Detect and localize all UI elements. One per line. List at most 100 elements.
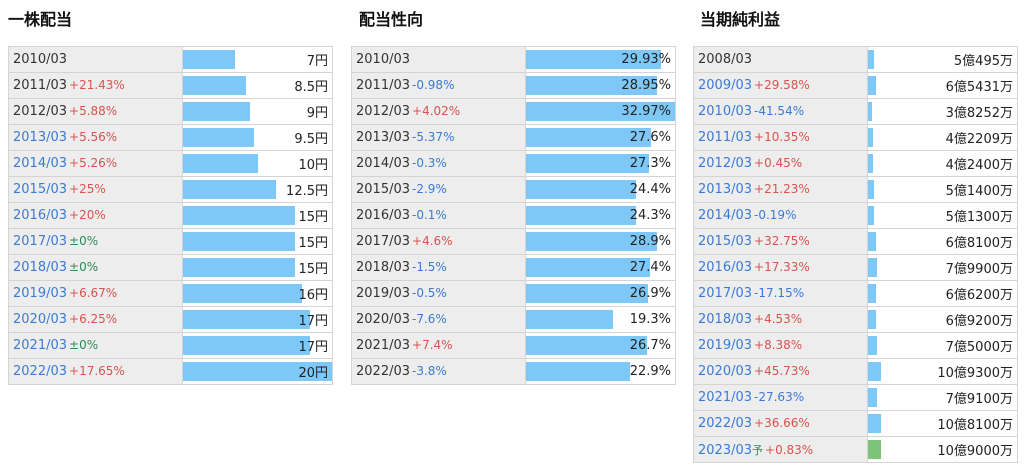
year-label: 2022/03 [356, 364, 411, 379]
value-bar [183, 128, 254, 147]
value-cell: 7億5000万 [867, 332, 1018, 359]
change-rate: +20% [69, 208, 106, 222]
net-income-row: 2016/03 +17.33% 7億9900万 [693, 254, 1018, 281]
net-income-row: 2012/03 +0.45% 4億2400万 [693, 150, 1018, 177]
year-link[interactable]: 2023/03 [698, 442, 753, 458]
year-link[interactable]: 2009/03 [698, 78, 753, 93]
year-link[interactable]: 2014/03 [13, 156, 68, 171]
year-link[interactable]: 2015/03 [13, 182, 68, 197]
value-text: 6億9200万 [945, 314, 1013, 329]
year-cell: 2023/03予 +0.83% [693, 436, 868, 463]
dividend-row: 2021/03 ±0% 17円 [8, 332, 333, 359]
year-cell: 2016/03 +20% [8, 202, 183, 229]
year-link[interactable]: 2013/03 [698, 182, 753, 197]
year-link[interactable]: 2018/03 [698, 312, 753, 327]
year-cell: 2014/03 +5.26% [8, 150, 183, 177]
year-link[interactable]: 2017/03 [698, 286, 753, 301]
value-text: 10億8100万 [937, 418, 1013, 433]
value-bar [526, 154, 650, 173]
value-cell: 19.3% [525, 306, 676, 333]
year-link[interactable]: 2020/03 [698, 364, 753, 379]
value-text: 7億5000万 [945, 340, 1013, 355]
value-bar [526, 336, 647, 355]
change-rate: -17.15% [754, 286, 805, 300]
value-cell: 15円 [182, 228, 333, 255]
net-income-row: 2008/03 5億495万 [693, 46, 1018, 73]
year-cell: 2013/03 -5.37% [351, 124, 526, 151]
value-cell: 7億9900万 [867, 254, 1018, 281]
year-link[interactable]: 2021/03 [13, 338, 68, 353]
year-link[interactable]: 2013/03 [13, 130, 68, 145]
value-bar [526, 180, 637, 199]
year-cell: 2015/03 +25% [8, 176, 183, 203]
year-cell: 2016/03 +17.33% [693, 254, 868, 281]
year-link[interactable]: 2022/03 [13, 364, 68, 379]
year-link[interactable]: 2019/03 [698, 338, 753, 353]
value-bar [868, 102, 873, 121]
year-cell: 2008/03 [693, 46, 868, 73]
change-rate: +0.83% [765, 442, 814, 457]
year-link[interactable]: 2020/03 [13, 312, 68, 327]
change-rate: +4.6% [412, 234, 453, 248]
year-cell: 2022/03 +17.65% [8, 358, 183, 385]
value-bar [868, 180, 875, 199]
net-income-row: 2023/03予 +0.83% 10億9000万 [693, 436, 1018, 463]
value-text: 26.9% [629, 286, 671, 301]
value-cell: 28.95% [525, 72, 676, 99]
net-income-row: 2019/03 +8.38% 7億5000万 [693, 332, 1018, 359]
year-link[interactable]: 2019/03 [13, 286, 68, 301]
year-label: 2010/03 [13, 52, 68, 67]
year-label: 2018/03 [356, 260, 411, 275]
year-link[interactable]: 2018/03 [13, 260, 68, 275]
net-income-table: 2008/03 5億495万 2009/03 +29.58% 6億5431万 2010/0… [693, 46, 1018, 463]
value-text: 7億9100万 [945, 392, 1013, 407]
value-bar [526, 128, 651, 147]
year-cell: 2010/03 -41.54% [693, 98, 868, 125]
net-income-row: 2020/03 +45.73% 10億9300万 [693, 358, 1018, 385]
value-bar [526, 50, 662, 69]
value-cell: 3億8252万 [867, 98, 1018, 125]
year-link[interactable]: 2011/03 [698, 130, 753, 145]
year-cell: 2015/03 -2.9% [351, 176, 526, 203]
change-rate: +8.38% [754, 338, 803, 352]
year-cell: 2019/03 -0.5% [351, 280, 526, 307]
value-bar [183, 362, 332, 381]
year-link[interactable]: 2015/03 [698, 234, 753, 249]
dividend-row: 2016/03 +20% 15円 [8, 202, 333, 229]
year-label: 2012/03 [13, 104, 68, 119]
value-bar [526, 206, 636, 225]
value-bar [183, 284, 303, 303]
year-link[interactable]: 2012/03 [698, 156, 753, 171]
year-link[interactable]: 2017/03 [13, 234, 68, 249]
value-text: 9.5円 [294, 132, 328, 147]
value-bar [868, 388, 878, 407]
year-cell: 2012/03 +0.45% [693, 150, 868, 177]
value-bar [526, 102, 675, 121]
year-label: 2015/03 [356, 182, 411, 197]
value-text: 4億2400万 [945, 158, 1013, 173]
payout-row: 2017/03 +4.6% 28.9% [351, 228, 676, 255]
year-cell: 2014/03 -0.19% [693, 202, 868, 229]
value-text: 22.9% [629, 364, 671, 379]
value-cell: 6億8100万 [867, 228, 1018, 255]
year-link[interactable]: 2016/03 [13, 208, 68, 223]
value-bar [868, 154, 874, 173]
year-cell: 2017/03 ±0% [8, 228, 183, 255]
year-link[interactable]: 2014/03 [698, 208, 753, 223]
value-text: 26.7% [629, 338, 671, 353]
change-rate: -3.8% [412, 364, 447, 378]
dividend-row: 2022/03 +17.65% 20円 [8, 358, 333, 385]
change-rate: +32.75% [754, 234, 810, 248]
value-cell: 10億8100万 [867, 410, 1018, 437]
year-link[interactable]: 2010/03 [698, 104, 753, 119]
year-cell: 2018/03 +4.53% [693, 306, 868, 333]
value-text: 10億9300万 [937, 366, 1013, 381]
year-link[interactable]: 2021/03 [698, 390, 753, 405]
change-rate: +0.45% [754, 156, 803, 170]
change-rate: +5.56% [69, 130, 118, 144]
value-text: 4億2209万 [945, 132, 1013, 147]
change-rate: -0.98% [412, 78, 455, 92]
value-bar [868, 336, 877, 355]
year-link[interactable]: 2016/03 [698, 260, 753, 275]
year-link[interactable]: 2022/03 [698, 416, 753, 431]
